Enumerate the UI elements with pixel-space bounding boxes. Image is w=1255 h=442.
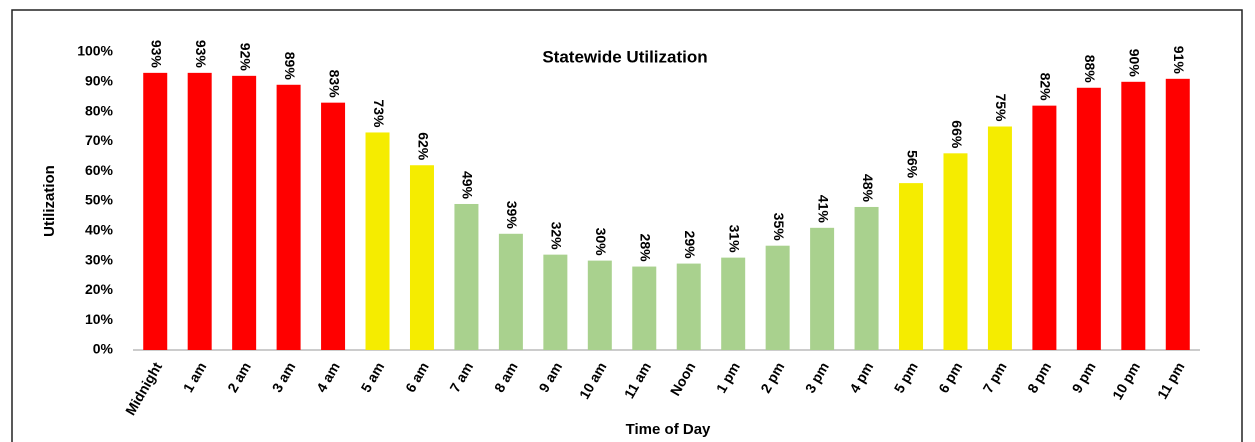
data-label: 32%	[549, 222, 565, 251]
bar	[632, 266, 657, 350]
bar	[1032, 105, 1057, 350]
bar	[765, 245, 790, 350]
x-tick-label: 2 am	[224, 359, 254, 395]
x-tick-label: 1 am	[180, 359, 210, 395]
bar	[721, 257, 746, 350]
y-tick-label: 70%	[85, 132, 114, 148]
x-tick-label: Noon	[667, 359, 699, 398]
data-label: 62%	[415, 132, 431, 161]
bar	[409, 165, 434, 350]
frame	[11, 9, 1243, 442]
data-label: 93%	[149, 40, 165, 69]
bar	[143, 72, 168, 351]
y-tick-label: 30%	[85, 251, 114, 267]
y-axis-title: Utilization	[41, 165, 58, 237]
data-label: 89%	[282, 52, 298, 81]
x-tick-label: 6 am	[402, 359, 432, 395]
data-label: 90%	[1127, 49, 1143, 78]
x-tick-label: 3 pm	[802, 359, 832, 395]
bar	[365, 132, 390, 350]
data-label: 35%	[771, 213, 787, 242]
x-tick-label: 9 pm	[1068, 359, 1098, 395]
bar	[276, 84, 301, 350]
x-tick-label: 9 am	[535, 359, 565, 395]
y-tick-label: 80%	[85, 102, 114, 118]
data-label: 91%	[1171, 46, 1187, 75]
x-tick-label: 8 am	[491, 359, 521, 395]
x-tick-label: 5 pm	[891, 359, 921, 395]
x-tick-label: 10 am	[576, 359, 610, 401]
data-label: 48%	[860, 174, 876, 203]
x-tick-label: 6 pm	[935, 359, 965, 395]
x-tick-label: 11 pm	[1154, 359, 1188, 401]
x-tick-label: 3 am	[269, 359, 299, 395]
data-label: 93%	[193, 40, 209, 69]
bar	[587, 260, 612, 350]
x-tick-label: 1 pm	[713, 359, 743, 395]
y-tick-label: 60%	[85, 162, 114, 178]
x-tick-label: 2 pm	[757, 359, 787, 395]
y-tick-label: 10%	[85, 311, 114, 327]
data-label: 28%	[638, 234, 654, 263]
chart-title: Statewide Utilization	[542, 47, 707, 66]
y-tick-label: 0%	[93, 341, 114, 357]
bar	[854, 206, 879, 350]
x-tick-label: 4 am	[313, 359, 343, 395]
bar	[1121, 81, 1146, 351]
y-tick-label: 100%	[77, 43, 113, 59]
x-tick-label: 5 am	[358, 359, 388, 395]
bar	[232, 75, 257, 350]
data-label: 92%	[237, 43, 253, 72]
x-tick-label: 7 pm	[980, 359, 1010, 395]
y-tick-label: 40%	[85, 222, 114, 238]
bar	[543, 254, 568, 350]
x-tick-label: 8 pm	[1024, 359, 1054, 395]
y-tick-label: 50%	[85, 192, 114, 208]
data-label: 29%	[682, 231, 698, 260]
data-label: 66%	[949, 120, 965, 149]
bar	[943, 153, 968, 350]
x-tick-label: Midnight	[122, 359, 165, 418]
data-label: 39%	[504, 201, 520, 230]
bar	[987, 126, 1012, 350]
x-tick-label: 11 am	[621, 359, 654, 401]
bar	[676, 263, 701, 350]
data-label: 31%	[726, 225, 742, 254]
x-tick-label: 4 pm	[846, 359, 876, 395]
bar	[1076, 87, 1101, 350]
bar	[454, 203, 479, 350]
y-tick-label: 90%	[85, 73, 114, 89]
bar	[810, 227, 835, 350]
data-label: 82%	[1038, 73, 1054, 102]
y-tick-label: 20%	[85, 281, 114, 297]
data-label: 56%	[904, 150, 920, 179]
bar	[899, 183, 924, 350]
data-label: 41%	[815, 195, 831, 224]
data-label: 88%	[1082, 55, 1098, 84]
x-axis-title: Time of Day	[626, 421, 711, 438]
x-tick-label: 10 pm	[1109, 359, 1143, 402]
x-tick-label: 7 am	[446, 359, 476, 395]
bar	[1165, 78, 1190, 350]
data-label: 83%	[326, 70, 342, 99]
data-label: 75%	[993, 93, 1009, 122]
data-label: 30%	[593, 228, 609, 257]
bar	[498, 233, 523, 350]
bar	[187, 72, 212, 351]
bar	[321, 102, 346, 350]
data-label: 73%	[371, 99, 387, 128]
data-label: 49%	[460, 171, 476, 200]
